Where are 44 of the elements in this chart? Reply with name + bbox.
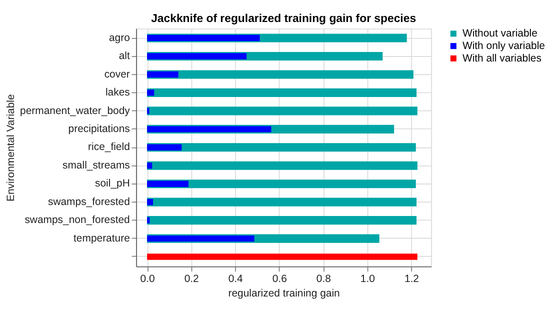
y-tick-label: cover bbox=[104, 69, 130, 80]
y-tick-label: precipitations bbox=[68, 124, 130, 136]
x-tick-label: 0.8 bbox=[316, 274, 332, 286]
legend-label: With all variables bbox=[462, 53, 542, 64]
bar bbox=[147, 161, 418, 170]
x-tick-label: 1.2 bbox=[404, 274, 420, 286]
bar bbox=[147, 235, 254, 242]
legend-label: Without variable bbox=[462, 28, 538, 40]
bar bbox=[147, 34, 260, 42]
y-tick-label: rice_field bbox=[88, 142, 130, 154]
y-tick-label: soil_pH bbox=[95, 178, 130, 190]
bar bbox=[147, 90, 154, 96]
y-tick-label: agro bbox=[108, 32, 130, 44]
bar bbox=[147, 88, 417, 97]
x-tick-label: 0.0 bbox=[140, 274, 155, 286]
y-tick-label: alt bbox=[118, 51, 130, 62]
bar bbox=[147, 217, 150, 224]
x-tick-label: 0.6 bbox=[272, 274, 288, 286]
y-axis-title: Environmental Variable bbox=[6, 94, 18, 202]
bar bbox=[147, 70, 414, 79]
bar bbox=[147, 198, 154, 206]
bar bbox=[147, 143, 416, 152]
bar bbox=[147, 180, 188, 187]
bar bbox=[147, 126, 272, 132]
y-tick-label: lakes bbox=[105, 88, 130, 99]
x-tick-label: 1.0 bbox=[360, 274, 376, 286]
x-tick-label: 0.4 bbox=[228, 274, 244, 286]
y-tick-label: small_streams bbox=[62, 160, 130, 172]
legend-label: With only variable bbox=[462, 40, 546, 52]
y-tick-label: temperature bbox=[74, 233, 130, 244]
x-axis-title: regularized training gain bbox=[228, 288, 340, 300]
bar bbox=[147, 254, 418, 260]
bar bbox=[147, 144, 182, 150]
bar bbox=[147, 106, 418, 116]
y-tick-label: swamps_non_forested bbox=[24, 215, 130, 226]
y-tick-label: swamps_forested bbox=[48, 196, 130, 208]
bar bbox=[147, 71, 178, 78]
bar bbox=[147, 216, 417, 225]
x-tick-label: 0.2 bbox=[184, 274, 200, 286]
bar bbox=[147, 198, 417, 206]
bar bbox=[147, 53, 247, 60]
y-tick-label: permanent_water_body bbox=[20, 106, 131, 117]
chart-title: Jackknife of regularized training gain for species bbox=[151, 12, 416, 25]
bar bbox=[147, 162, 152, 169]
